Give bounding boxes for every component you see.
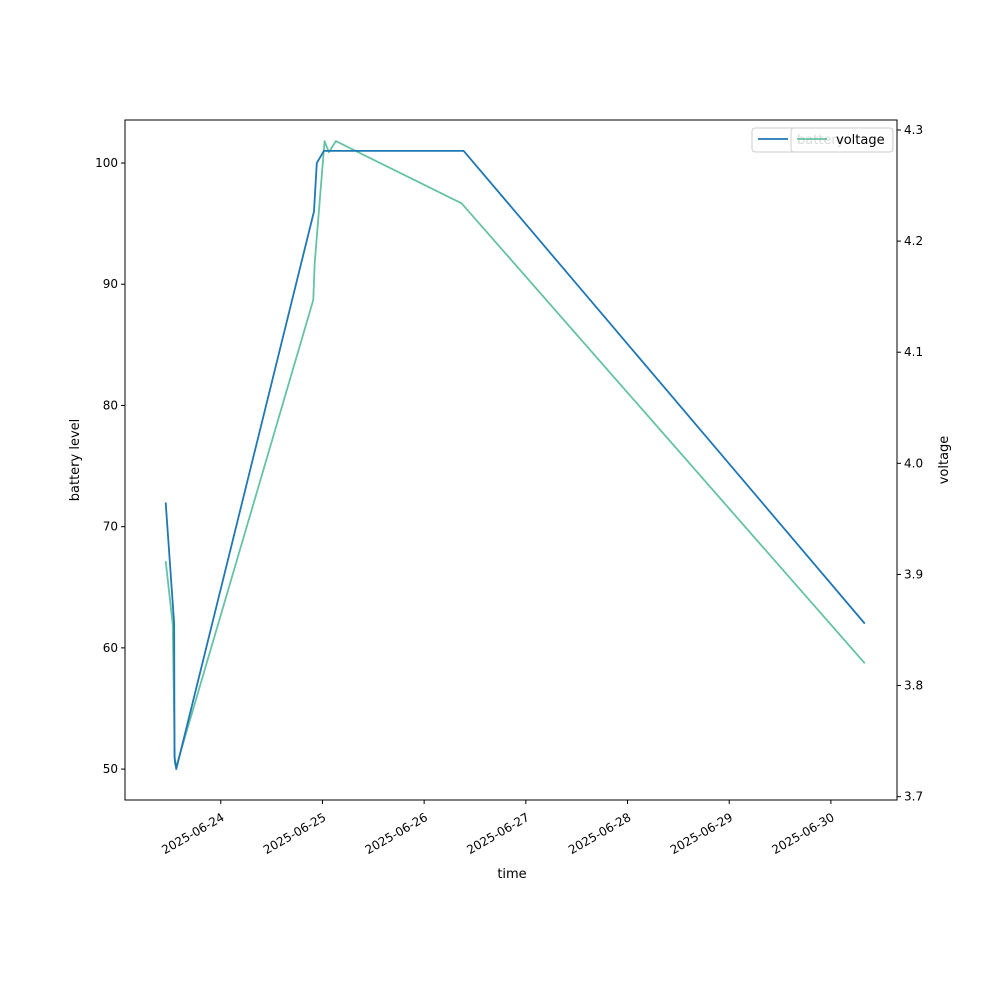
legend-label-voltage: voltage (836, 133, 885, 148)
y-tick-label-right: 4.2 (904, 234, 923, 248)
x-axis-label: time (497, 867, 526, 882)
series-line-battery (164, 150, 866, 770)
y-tick-label-left: 100 (95, 156, 118, 170)
legend: batteryvoltage (751, 127, 894, 153)
y-tick-label-right: 3.9 (904, 567, 923, 581)
plot-frame (124, 119, 898, 801)
plot-area (164, 140, 866, 770)
y-axis-label-right: voltage (937, 436, 952, 485)
y-tick-label-left: 80 (103, 398, 118, 412)
y-tick-label-left: 70 (103, 520, 118, 534)
y-tick-label-left: 90 (103, 277, 118, 291)
y-tick-label-right: 4.3 (904, 123, 923, 137)
y-tick-label-left: 60 (103, 641, 118, 655)
y-tick-label-right: 4.1 (904, 345, 923, 359)
y-tick-label-right: 3.7 (904, 790, 923, 804)
y-axis-label-left: battery level (68, 419, 83, 502)
y-tick-label-right: 3.8 (904, 679, 923, 693)
y-tick-label-right: 4.0 (904, 456, 923, 470)
legend-box-voltage (790, 127, 894, 153)
y-tick-label-left: 50 (103, 762, 118, 776)
